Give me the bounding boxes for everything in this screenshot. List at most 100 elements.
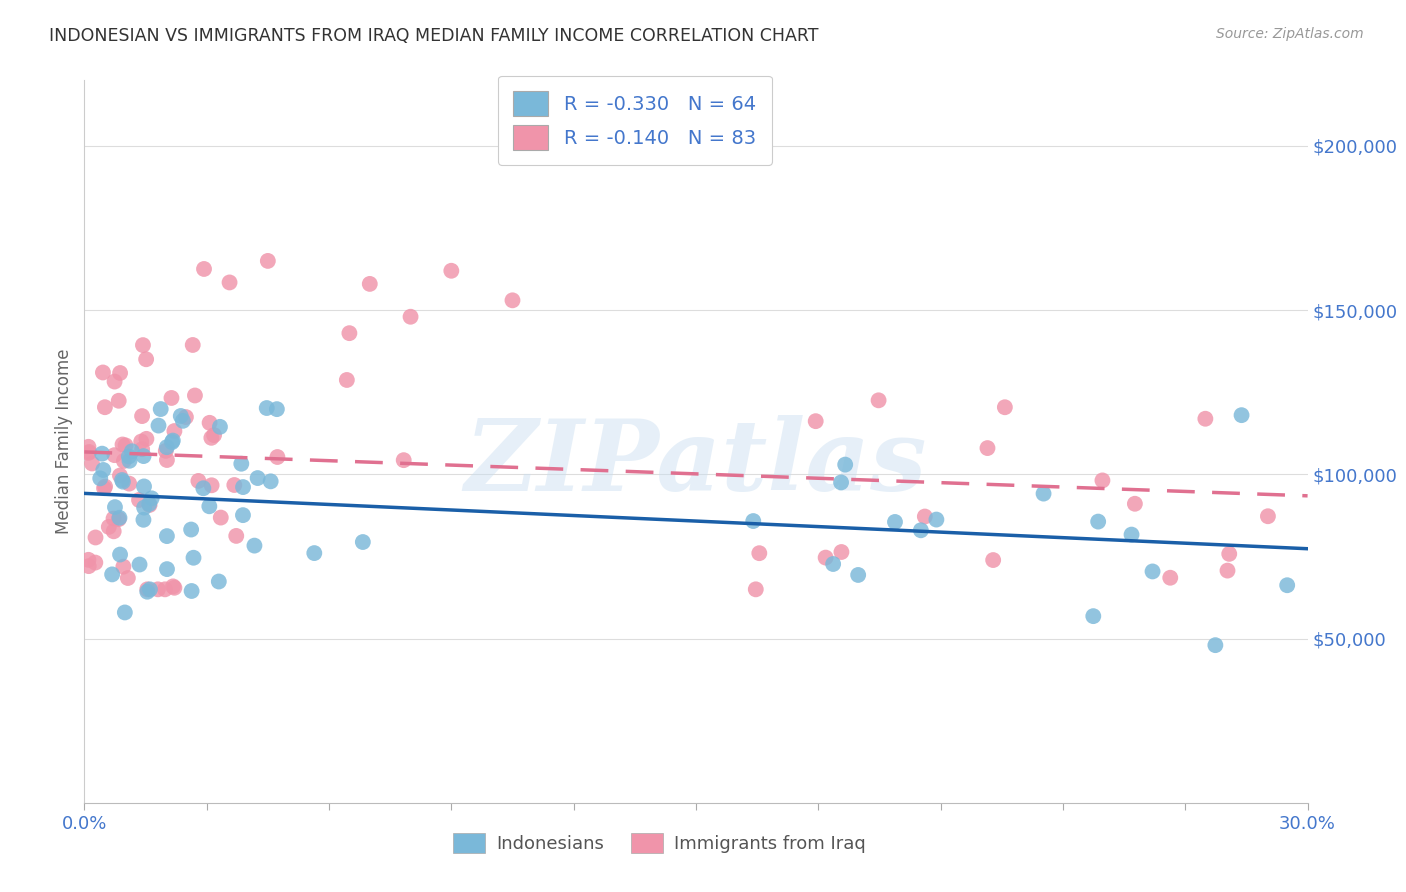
Point (1123, 497, 1146, 511)
Point (1257, 509, 1279, 524)
Point (160, 435, 183, 450)
Point (1121, 527, 1143, 541)
Point (1032, 486, 1054, 500)
Point (804, 414, 827, 428)
Point (180, 523, 202, 537)
Point (112, 454, 135, 468)
Point (1277, 578, 1299, 592)
Point (246, 471, 269, 485)
Point (97, 520, 120, 534)
Point (352, 535, 374, 549)
Point (994, 401, 1017, 415)
Point (103, 375, 125, 389)
Point (224, 478, 246, 492)
Point (162, 579, 184, 593)
Point (180, 584, 202, 599)
Point (814, 550, 837, 565)
Point (243, 539, 266, 553)
Point (149, 402, 172, 417)
Point (94, 479, 117, 493)
Point (1142, 565, 1164, 579)
Point (117, 571, 139, 585)
Point (834, 458, 856, 472)
Point (155, 443, 177, 458)
Point (198, 416, 221, 430)
Point (830, 545, 852, 559)
Point (184, 388, 207, 402)
Y-axis label: Median Family Income: Median Family Income (55, 349, 73, 534)
Point (208, 574, 231, 589)
Point (202, 428, 225, 442)
Point (160, 391, 183, 405)
Point (914, 509, 936, 524)
Point (111, 473, 134, 487)
Point (77, 445, 100, 459)
Point (1091, 474, 1114, 488)
Point (502, 293, 524, 308)
Point (156, 440, 179, 454)
Point (103, 448, 125, 462)
Point (132, 338, 155, 352)
Point (108, 548, 131, 562)
Point (748, 546, 770, 560)
Point (304, 546, 326, 560)
Point (187, 474, 209, 488)
Point (359, 277, 381, 291)
Point (174, 410, 197, 425)
Point (118, 450, 141, 464)
Point (135, 432, 157, 446)
Point (172, 414, 194, 428)
Point (94, 401, 117, 415)
Point (139, 582, 162, 597)
Point (1204, 638, 1226, 652)
Point (91, 366, 114, 380)
Point (884, 515, 907, 529)
Point (103, 511, 125, 525)
Point (201, 478, 224, 492)
Point (1230, 408, 1253, 422)
Point (118, 454, 141, 468)
Point (111, 475, 134, 489)
Point (846, 568, 869, 582)
Point (868, 393, 890, 408)
Point (132, 513, 155, 527)
Point (163, 424, 186, 438)
Point (89, 471, 111, 485)
Point (136, 582, 159, 597)
Point (104, 500, 127, 515)
Point (108, 510, 131, 524)
Point (200, 431, 222, 445)
Point (112, 559, 135, 574)
Point (103, 524, 125, 539)
Point (156, 453, 179, 467)
Legend: Indonesians, Immigrants from Iraq: Indonesians, Immigrants from Iraq (443, 823, 875, 863)
Point (925, 512, 948, 526)
Point (111, 437, 134, 451)
Point (1218, 547, 1240, 561)
Point (131, 442, 153, 457)
Point (128, 493, 150, 508)
Point (742, 514, 765, 528)
Point (981, 553, 1004, 567)
Point (1194, 411, 1216, 425)
Point (156, 529, 179, 543)
Text: ZIPatlas: ZIPatlas (465, 415, 927, 511)
Point (336, 373, 359, 387)
Point (193, 481, 215, 495)
Point (132, 479, 155, 493)
Point (156, 562, 179, 576)
Point (129, 434, 152, 449)
Point (209, 510, 232, 524)
Point (1216, 564, 1239, 578)
Point (218, 276, 240, 290)
Point (745, 582, 768, 597)
Point (163, 581, 186, 595)
Point (266, 402, 288, 417)
Point (193, 262, 215, 277)
Point (208, 420, 231, 434)
Point (131, 409, 153, 423)
Point (77, 446, 100, 460)
Text: INDONESIAN VS IMMIGRANTS FROM IRAQ MEDIAN FAMILY INCOME CORRELATION CHART: INDONESIAN VS IMMIGRANTS FROM IRAQ MEDIA… (49, 27, 818, 45)
Point (1083, 609, 1105, 624)
Point (141, 491, 163, 506)
